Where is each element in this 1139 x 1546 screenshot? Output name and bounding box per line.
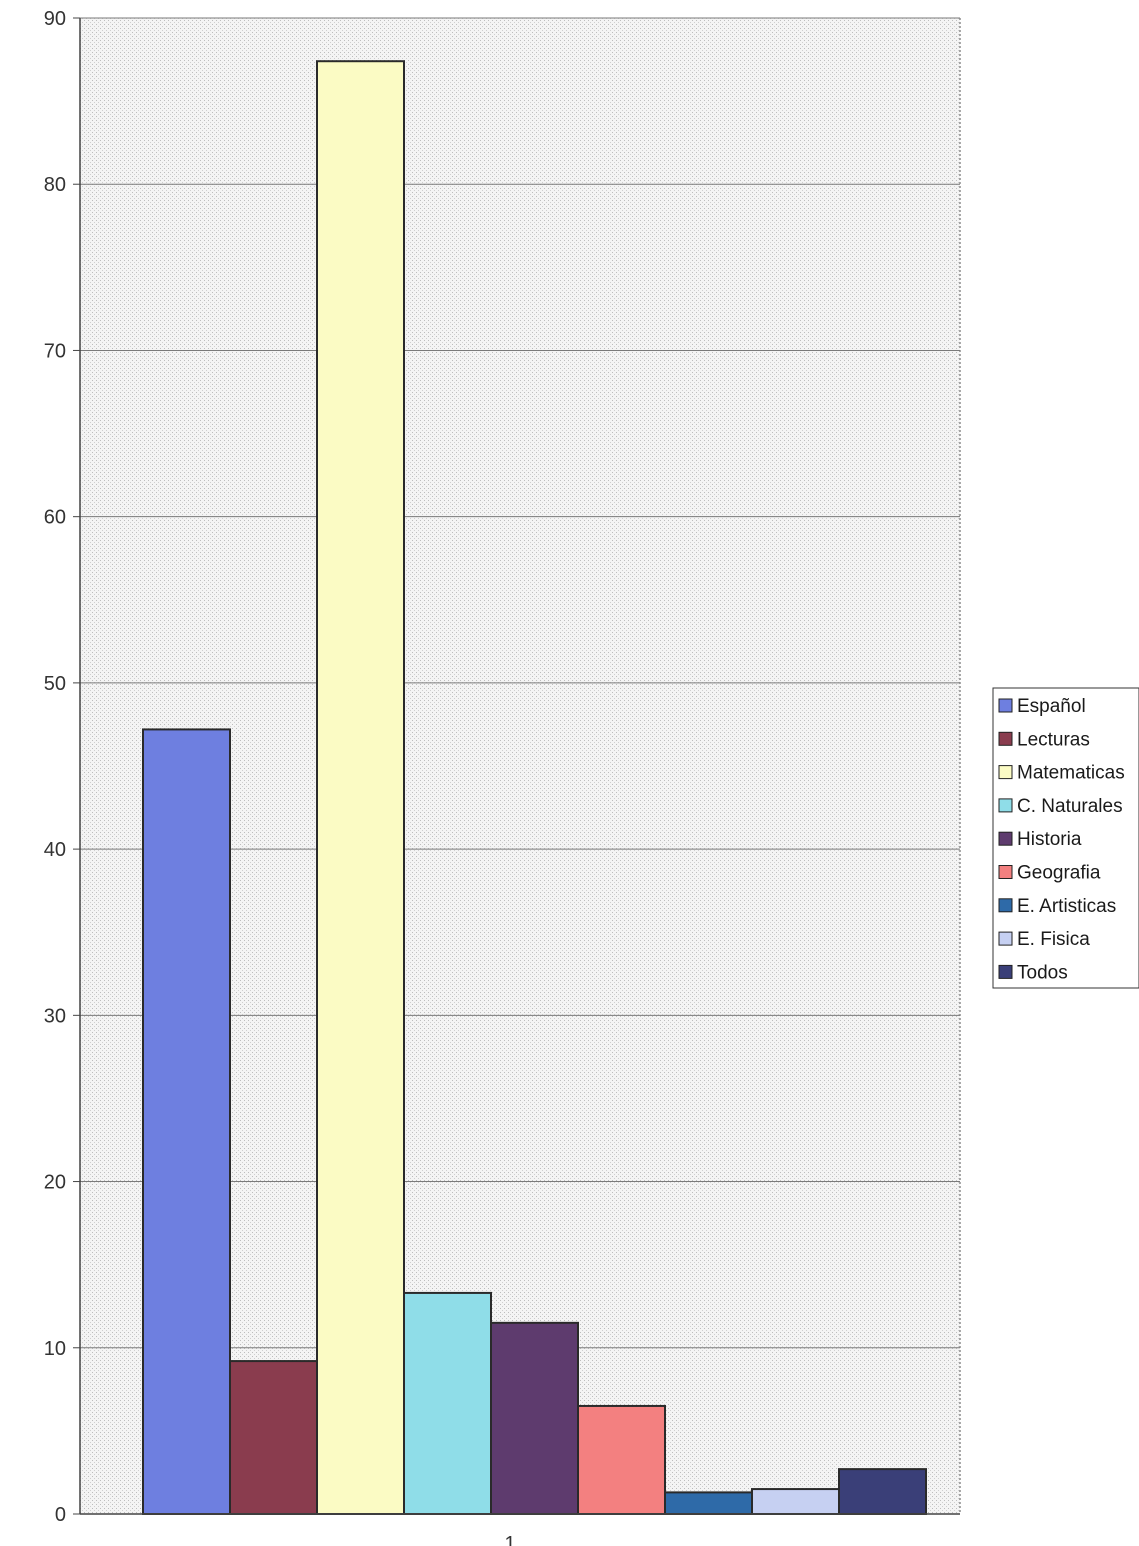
legend-swatch	[998, 865, 1013, 879]
y-tick-label: 10	[44, 1338, 66, 1360]
bars	[142, 60, 927, 1516]
legend-swatch	[998, 898, 1013, 913]
legend-swatch	[998, 731, 1013, 746]
y-tick-label: 60	[44, 507, 66, 529]
y-tick-label: 80	[44, 174, 66, 196]
legend-swatch	[998, 831, 1013, 846]
y-tick-label: 90	[44, 8, 66, 30]
legend-label: E. Artisticas	[1017, 896, 1116, 917]
axes: 0 10 20 30 40 50 60 70 80 90 1	[44, 8, 960, 1546]
legend-label: Geografia	[1017, 863, 1101, 884]
legend-label: Historia	[1017, 829, 1082, 850]
bar-lecturas	[229, 1360, 318, 1515]
legend-label: Matematicas	[1017, 763, 1125, 784]
bar-e-artisticas	[664, 1491, 753, 1516]
y-tick-label: 20	[44, 1172, 66, 1194]
legend: Español Lecturas Matematicas C. Naturales Hi…	[992, 687, 1139, 989]
bar-e-fisica	[751, 1488, 840, 1515]
bar-historia	[490, 1321, 579, 1516]
bar-c-naturales	[403, 1291, 492, 1515]
legend-swatch	[998, 964, 1013, 979]
legend-swatch	[998, 931, 1013, 946]
x-tick-label: 1	[504, 1533, 515, 1546]
bar-matematicas	[316, 60, 405, 1516]
bar-español	[142, 728, 231, 1515]
legend-box	[992, 687, 1139, 989]
legend-swatch	[998, 798, 1013, 813]
legend-swatch	[998, 698, 1013, 713]
legend-label: E. Fisica	[1017, 929, 1090, 950]
y-tick-label: 70	[44, 340, 66, 362]
bar-todos	[838, 1468, 927, 1515]
y-tick-label: 0	[55, 1504, 66, 1526]
legend-label: Lecturas	[1017, 729, 1090, 750]
legend-label: Todos	[1017, 962, 1068, 983]
y-tick-label: 30	[44, 1005, 66, 1027]
bar-geografia	[577, 1404, 666, 1516]
y-tick-label: 40	[44, 839, 66, 861]
legend-swatch	[998, 765, 1013, 780]
y-tick-label: 50	[44, 673, 66, 695]
legend-label: Español	[1017, 696, 1086, 717]
legend-label: C. Naturales	[1017, 796, 1123, 817]
